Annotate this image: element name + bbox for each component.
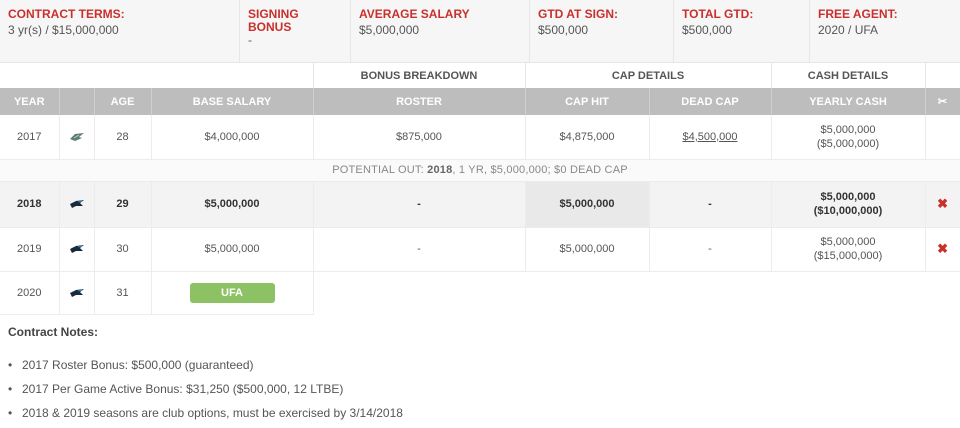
dead-cap-cell: - [649, 181, 772, 228]
contract-summary: CONTRACT TERMS: 3 yr(s) / $15,000,000 SI… [0, 0, 960, 63]
scissors-icon: ✂ [925, 88, 960, 115]
free-agent-label: FREE AGENT: [818, 7, 898, 21]
yearly-cash-header[interactable]: YEARLY CASH [771, 88, 926, 115]
column-group-row: BONUS BREAKDOWN CAP DETAILS CASH DETAILS [0, 63, 960, 88]
team-header [59, 88, 95, 115]
cut-cell: ✖ [925, 181, 960, 228]
contract-terms-cell: CONTRACT TERMS: 3 yr(s) / $15,000,000 [0, 0, 240, 62]
table-row: 2019 30 $5,000,000 - $5,000,000 - $5,000… [0, 227, 960, 272]
year-cell: 2020 [0, 271, 60, 315]
yearly-cash-value: $5,000,000 [820, 191, 876, 203]
free-agent-value: 2020 / UFA [818, 23, 879, 37]
contract-table: BONUS BREAKDOWN CAP DETAILS CASH DETAILS… [0, 63, 960, 315]
ufa-status-badge: UFA [189, 282, 275, 303]
potential-out-text: POTENTIAL OUT: 2018, 1 YR, $5,000,000; $… [0, 159, 960, 182]
panthers-logo [59, 271, 95, 315]
year-cell: 2018 [0, 181, 60, 228]
age-cell: 28 [94, 115, 152, 160]
base-salary-header[interactable]: BASE SALARY [151, 88, 314, 115]
cumulative-cash-value: ($15,000,000) [813, 250, 883, 262]
signing-bonus-value: - [248, 33, 252, 47]
contract-notes-list: 2017 Roster Bonus: $500,000 (guaranteed)… [8, 353, 960, 425]
contract-terms-value: 3 yr(s) / $15,000,000 [8, 23, 119, 37]
signing-bonus-cell: SIGNING BONUS - [240, 0, 351, 62]
yearly-cash-value: $5,000,000 [820, 236, 876, 248]
dead-cap-cell: - [649, 227, 772, 272]
signing-bonus-label: SIGNING BONUS [248, 7, 299, 34]
cash-details-group: CASH DETAILS [771, 63, 926, 88]
status-cell: UFA [151, 271, 314, 315]
total-gtd-cell: TOTAL GTD: $500,000 [674, 0, 810, 62]
gtd-at-sign-label: GTD AT SIGN: [538, 7, 618, 21]
total-gtd-value: $500,000 [682, 23, 733, 37]
bonus-breakdown-group: BONUS BREAKDOWN [313, 63, 526, 88]
eagles-logo [59, 115, 95, 160]
cap-details-group: CAP DETAILS [525, 63, 772, 88]
dead-cap-link[interactable]: $4,500,000 [682, 130, 738, 143]
dead-cap-header[interactable]: DEAD CAP [649, 88, 772, 115]
yearly-cash-cell: $5,000,000 ($5,000,000) [771, 115, 926, 160]
contract-terms-label: CONTRACT TERMS: [8, 7, 125, 21]
gtd-at-sign-value: $500,000 [538, 23, 589, 37]
gtd-at-sign-cell: GTD AT SIGN: $500,000 [530, 0, 674, 62]
roster-header[interactable]: ROSTER [313, 88, 526, 115]
note-item: 2017 Roster Bonus: $500,000 (guaranteed) [8, 353, 960, 377]
cap-hit-cell: $5,000,000 [525, 181, 650, 228]
panthers-logo [59, 181, 95, 228]
free-agent-cell: FREE AGENT: 2020 / UFA [810, 0, 960, 62]
yearly-cash-cell: $5,000,000 ($10,000,000) [771, 181, 926, 228]
average-salary-cell: AVERAGE SALARY $5,000,000 [351, 0, 530, 62]
cumulative-cash-value: ($5,000,000) [816, 137, 880, 150]
age-cell: 29 [94, 181, 152, 228]
cap-hit-cell: $5,000,000 [525, 227, 650, 272]
group-spacer-end [925, 63, 960, 88]
yearly-cash-cell: $5,000,000 ($15,000,000) [771, 227, 926, 272]
empty-cell [313, 271, 960, 314]
contract-notes-title: Contract Notes: [8, 324, 99, 339]
roster-bonus-cell: - [313, 227, 526, 272]
potential-out-row: POTENTIAL OUT: 2018, 1 YR, $5,000,000; $… [0, 159, 960, 182]
cut-cell: ✖ [925, 227, 960, 272]
total-gtd-label: TOTAL GTD: [682, 7, 754, 21]
release-x-icon[interactable]: ✖ [937, 196, 948, 211]
table-row-current: 2018 29 $5,000,000 - $5,000,000 - $5,000… [0, 181, 960, 228]
note-item: 2017 Per Game Active Bonus: $31,250 ($50… [8, 377, 960, 401]
year-header[interactable]: YEAR [0, 88, 60, 115]
cap-hit-header[interactable]: CAP HIT [525, 88, 650, 115]
age-cell: 30 [94, 227, 152, 272]
base-salary-cell: $4,000,000 [151, 115, 314, 160]
release-x-icon[interactable]: ✖ [937, 241, 948, 256]
column-header-row: YEAR AGE BASE SALARY ROSTER CAP HIT DEAD… [0, 88, 960, 115]
age-cell: 31 [94, 271, 152, 315]
panthers-logo [59, 227, 95, 272]
cumulative-cash-value: ($10,000,000) [813, 205, 883, 217]
average-salary-label: AVERAGE SALARY [359, 7, 470, 21]
year-cell: 2017 [0, 115, 60, 160]
cap-hit-cell: $4,875,000 [525, 115, 650, 160]
roster-bonus-cell: - [313, 181, 526, 228]
base-salary-cell: $5,000,000 [151, 181, 314, 228]
yearly-cash-value: $5,000,000 [820, 123, 876, 136]
group-spacer [0, 63, 314, 88]
contract-notes: Contract Notes: 2017 Roster Bonus: $500,… [0, 315, 960, 425]
age-header[interactable]: AGE [94, 88, 152, 115]
cut-cell [925, 115, 960, 160]
note-item: 2018 & 2019 seasons are club options, mu… [8, 401, 960, 425]
table-row-ufa: 2020 31 UFA [0, 271, 960, 315]
roster-bonus-cell: $875,000 [313, 115, 526, 160]
dead-cap-cell: $4,500,000 [649, 115, 772, 160]
base-salary-cell: $5,000,000 [151, 227, 314, 272]
table-row: 2017 28 $4,000,000 $875,000 $4,875,000 $… [0, 115, 960, 160]
year-cell: 2019 [0, 227, 60, 272]
average-salary-value: $5,000,000 [359, 23, 420, 37]
